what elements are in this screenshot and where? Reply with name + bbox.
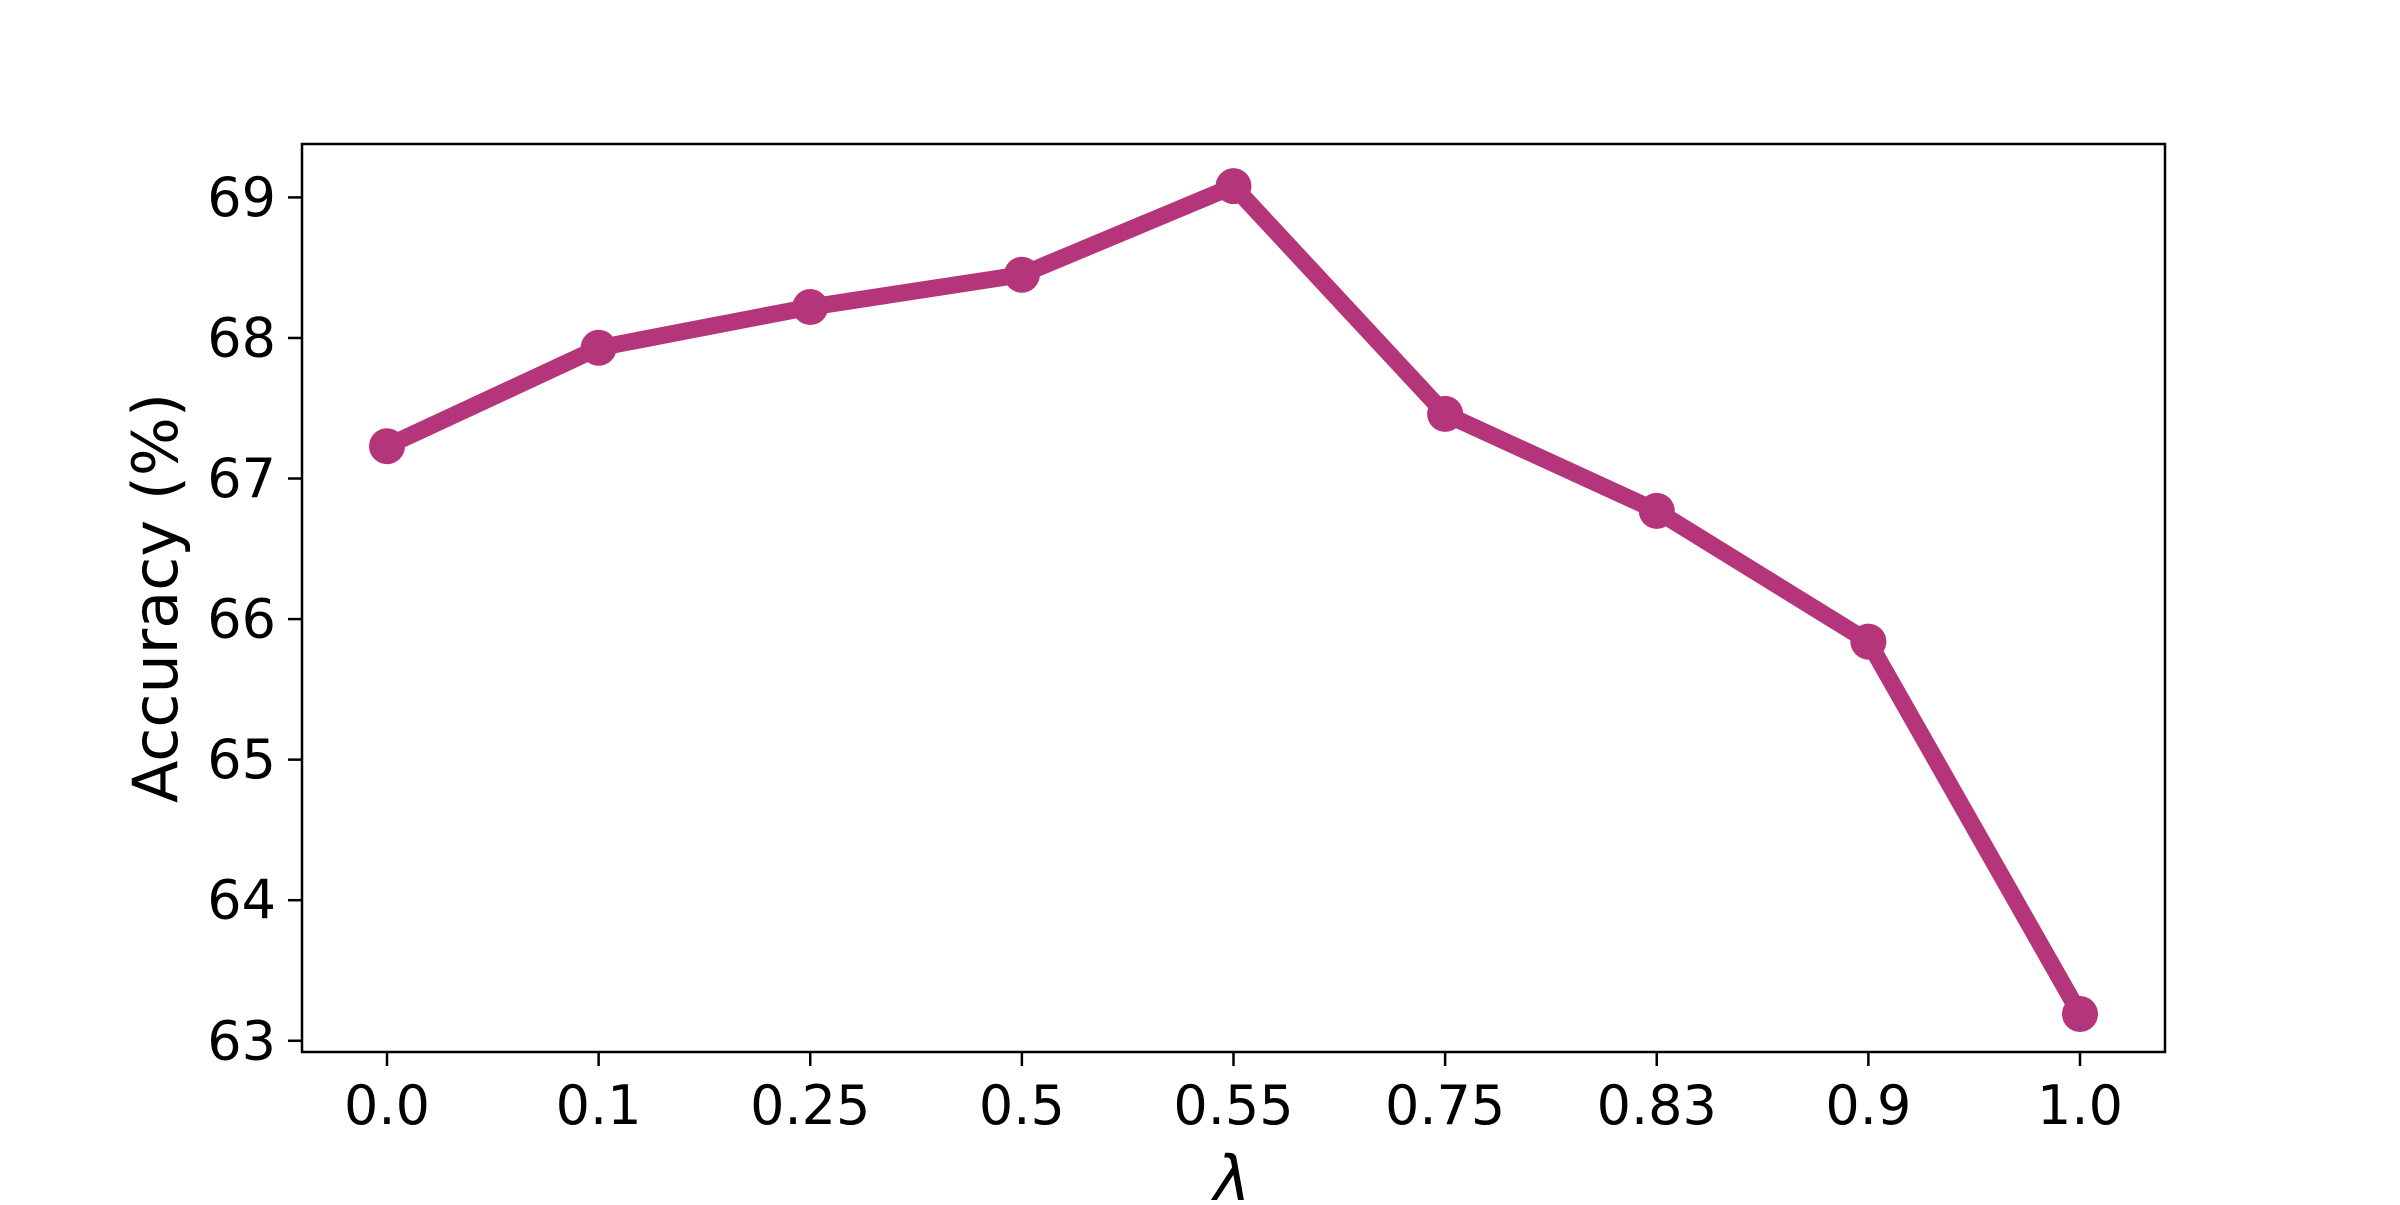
y-tick-label: 63 bbox=[207, 1009, 276, 1072]
y-axis-ticks: 63 64 65 66 67 68 69 bbox=[207, 166, 302, 1072]
plot-frame bbox=[300, 142, 2167, 1054]
y-tick-label: 67 bbox=[207, 447, 276, 510]
y-tick-label: 68 bbox=[207, 306, 276, 369]
y-tick-label: 69 bbox=[207, 166, 276, 229]
data-point-marker bbox=[1638, 492, 1675, 529]
data-point-marker bbox=[1850, 623, 1887, 660]
series-layer bbox=[369, 168, 2098, 1033]
x-tick-label: 0.1 bbox=[556, 1074, 642, 1137]
data-point-marker bbox=[1215, 168, 1252, 205]
y-tick-label: 65 bbox=[207, 728, 276, 791]
data-point-marker bbox=[580, 329, 617, 366]
y-tick-label: 66 bbox=[207, 588, 276, 651]
series-line bbox=[378, 177, 2089, 1023]
data-point-marker bbox=[1427, 395, 1464, 432]
x-tick-label: 0.5 bbox=[979, 1074, 1065, 1137]
data-point-marker bbox=[369, 428, 405, 465]
x-tick-label: 0.83 bbox=[1597, 1074, 1717, 1137]
data-point-marker bbox=[2062, 996, 2098, 1033]
y-tick-label: 64 bbox=[207, 869, 276, 932]
x-tick-label: 0.75 bbox=[1385, 1074, 1505, 1137]
x-axis-ticks: 0.0 0.1 0.25 0.5 0.55 0.75 0.83 0.9 1.0 bbox=[344, 1052, 2123, 1137]
y-axis-label: Accuracy (%) bbox=[119, 393, 192, 803]
data-point-marker bbox=[1003, 256, 1040, 293]
x-tick-label: 0.25 bbox=[750, 1074, 870, 1137]
x-tick-label: 0.9 bbox=[1825, 1074, 1911, 1137]
x-tick-label: 1.0 bbox=[2037, 1074, 2123, 1137]
x-axis-label: λ bbox=[1211, 1142, 1251, 1200]
x-tick-label: 0.0 bbox=[344, 1074, 430, 1137]
data-point-marker bbox=[792, 289, 829, 326]
x-tick-label: 0.55 bbox=[1173, 1074, 1293, 1137]
